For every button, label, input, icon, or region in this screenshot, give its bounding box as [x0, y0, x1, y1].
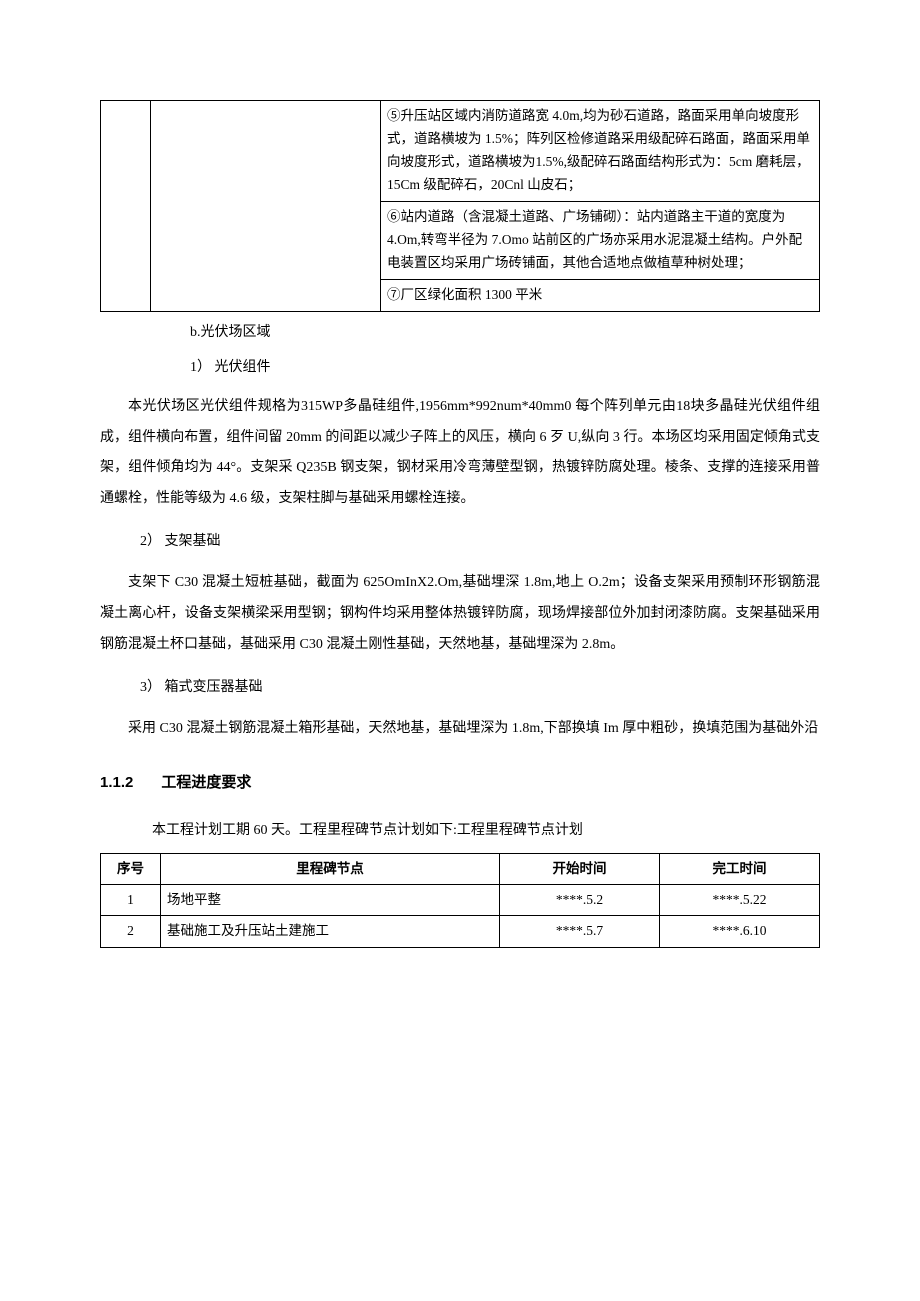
- end-cell: ****.6.10: [660, 916, 820, 947]
- section-number: 1.1.2: [100, 774, 133, 791]
- seq-cell: 2: [101, 916, 161, 947]
- spec-row-5: ⑤升压站区域内消防道路宽 4.0m,均为砂石道路，路面采用单向坡度形式，道路横坡…: [381, 101, 820, 202]
- schedule-intro: 本工程计划工期 60 天。工程里程碑节点计划如下:工程里程碑节点计划: [124, 818, 820, 843]
- schedule-row: 1 场地平整 ****.5.2 ****.5.22: [101, 885, 820, 916]
- spec-table: ⑤升压站区域内消防道路宽 4.0m,均为砂石道路，路面采用单向坡度形式，道路横坡…: [100, 100, 820, 312]
- spec-col2: [151, 101, 381, 312]
- spec-row-7: ⑦厂区绿化面积 1300 平米: [381, 279, 820, 311]
- item-3-heading: 3） 箱式变压器基础: [140, 675, 820, 700]
- col-seq: 序号: [101, 853, 161, 884]
- milestone-cell: 场地平整: [161, 885, 500, 916]
- section-1-1-2-heading: 1.1.2 工程进度要求: [100, 769, 820, 796]
- item-2-text: 支架下 C30 混凝土短桩基础，截面为 625OmInX2.Om,基础埋深 1.…: [100, 568, 820, 660]
- col-start: 开始时间: [500, 853, 660, 884]
- schedule-header-row: 序号 里程碑节点 开始时间 完工时间: [101, 853, 820, 884]
- seq-cell: 1: [101, 885, 161, 916]
- schedule-row: 2 基础施工及升压站土建施工 ****.5.7 ****.6.10: [101, 916, 820, 947]
- spec-row-6: ⑥站内道路（含混凝土道路、广场铺砌）：站内道路主干道的宽度为 4.Om,转弯半径…: [381, 201, 820, 279]
- item-2-heading: 2） 支架基础: [140, 529, 820, 554]
- spec-col1: [101, 101, 151, 312]
- item-3-text: 采用 C30 混凝土钢筋混凝土箱形基础，天然地基，基础埋深为 1.8m,下部换填…: [100, 714, 820, 745]
- end-cell: ****.5.22: [660, 885, 820, 916]
- start-cell: ****.5.2: [500, 885, 660, 916]
- milestone-cell: 基础施工及升压站土建施工: [161, 916, 500, 947]
- subsection-b-label: b.光伏场区域: [190, 320, 820, 345]
- item-1-text: 本光伏场区光伏组件规格为315WP多晶硅组件,1956mm*992num*40m…: [100, 392, 820, 515]
- schedule-table: 序号 里程碑节点 开始时间 完工时间 1 场地平整 ****.5.2 ****.…: [100, 853, 820, 948]
- section-title: 工程进度要求: [161, 774, 251, 791]
- col-end: 完工时间: [660, 853, 820, 884]
- item-1-heading: 1） 光伏组件: [190, 355, 820, 380]
- col-milestone: 里程碑节点: [161, 853, 500, 884]
- start-cell: ****.5.7: [500, 916, 660, 947]
